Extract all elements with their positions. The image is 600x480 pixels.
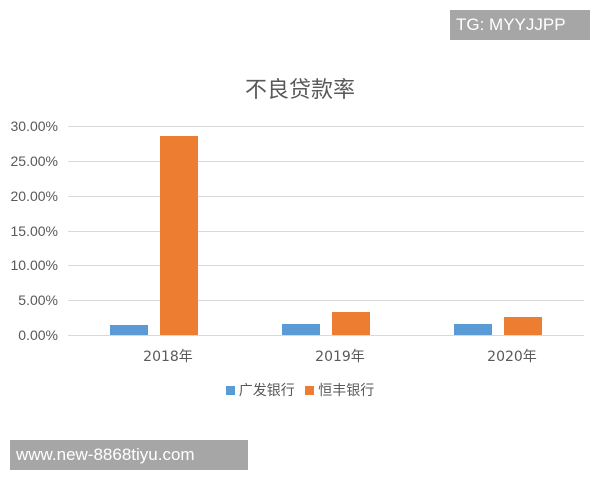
bar-guangfa-2 xyxy=(454,324,492,335)
gridline xyxy=(68,196,584,197)
watermark-telegram: TG: MYYJJPP xyxy=(450,10,590,40)
legend-swatch-orange-icon xyxy=(305,385,315,395)
y-tick-label: 0.00% xyxy=(18,327,58,343)
x-tick-2018: 2018年 xyxy=(143,349,193,365)
gridline xyxy=(68,231,584,232)
gridline xyxy=(68,161,584,162)
legend-swatch-blue-icon xyxy=(225,385,235,395)
y-tick-label: 30.00% xyxy=(10,118,58,134)
y-tick-label: 5.00% xyxy=(18,292,58,308)
bar-hengfeng-2 xyxy=(504,317,542,335)
legend: 广发银行 恒丰银行 xyxy=(0,380,600,400)
legend-label-hengfeng: 恒丰银行 xyxy=(318,383,375,399)
gridline xyxy=(68,126,584,127)
legend-item-hengfeng: 恒丰银行 xyxy=(305,380,374,400)
bar-hengfeng-1 xyxy=(332,312,370,335)
y-tick-label: 10.00% xyxy=(10,257,58,273)
gridline xyxy=(68,335,584,336)
bar-guangfa-0 xyxy=(110,325,148,335)
bar-guangfa-1 xyxy=(282,324,320,335)
gridline xyxy=(68,300,584,301)
x-tick-2020: 2020年 xyxy=(487,349,537,365)
gridline xyxy=(68,265,584,266)
legend-item-guangfa: 广发银行 xyxy=(225,380,295,400)
x-tick-2019: 2019年 xyxy=(315,349,365,365)
watermark-website: www.new-8868tiyu.com xyxy=(10,440,248,470)
y-tick-label: 20.00% xyxy=(10,188,58,204)
y-tick-label: 15.00% xyxy=(10,223,58,239)
y-tick-label: 25.00% xyxy=(10,153,58,169)
bar-hengfeng-0 xyxy=(160,136,198,335)
chart-title: 不良贷款率 xyxy=(244,78,355,103)
legend-label-guangfa: 广发银行 xyxy=(238,383,295,399)
